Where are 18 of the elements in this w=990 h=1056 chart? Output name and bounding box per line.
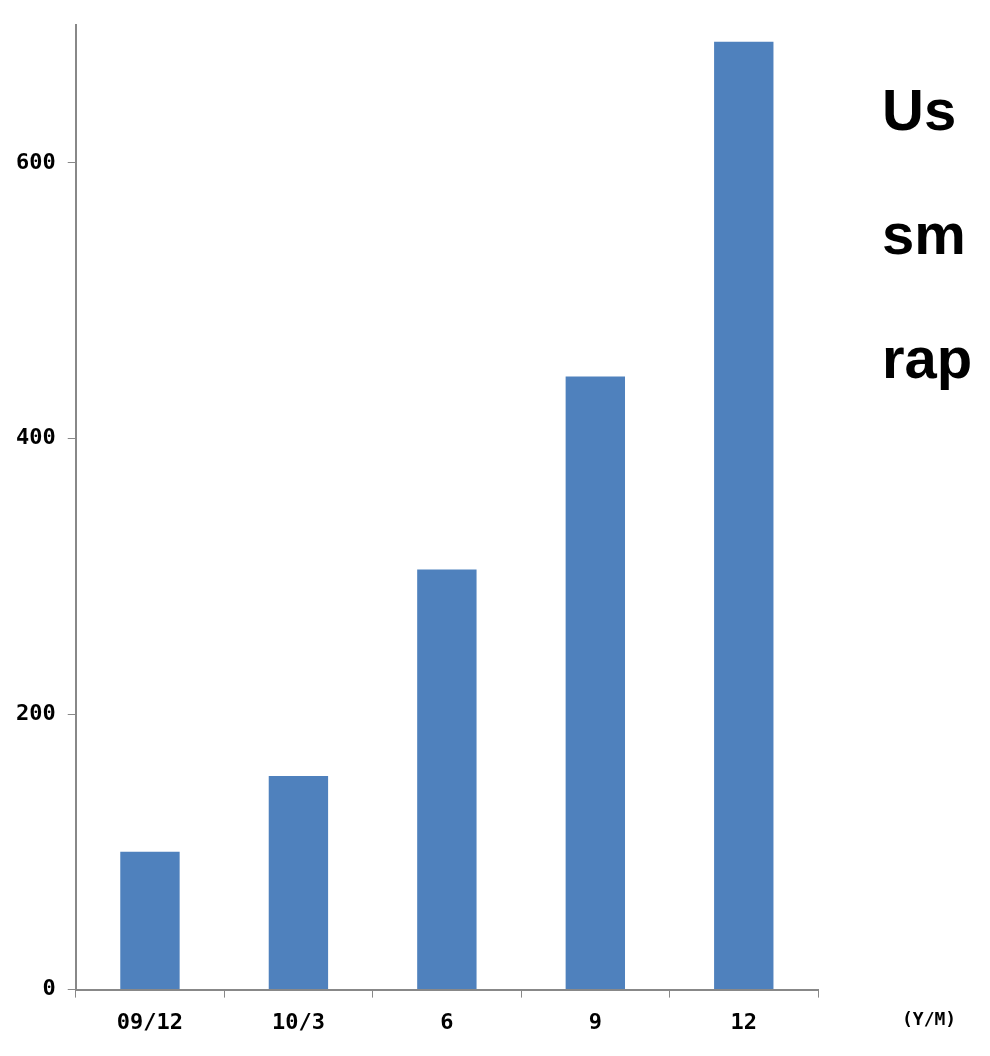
x-tick-label: 6 (440, 1008, 454, 1034)
bar (417, 569, 477, 990)
y-tick-label: 400 (15, 424, 56, 450)
text: Us (882, 77, 957, 142)
x-axis-title: (Y/M) (902, 1007, 957, 1029)
x-tick-label: 10/3 (271, 1008, 325, 1034)
x-tick-label: 12 (730, 1008, 758, 1034)
x-tick-label: 09/12 (116, 1008, 184, 1034)
bar (714, 41, 774, 990)
text: sm (882, 201, 966, 266)
y-tick-label: 0 (42, 975, 56, 1001)
bar (120, 851, 180, 990)
bar (565, 376, 626, 990)
y-tick-label: 200 (15, 699, 56, 725)
bar (268, 776, 329, 990)
x-tick-label: 9 (588, 1008, 602, 1034)
text: rap (882, 325, 973, 390)
y-tick-label: 600 (15, 148, 56, 174)
